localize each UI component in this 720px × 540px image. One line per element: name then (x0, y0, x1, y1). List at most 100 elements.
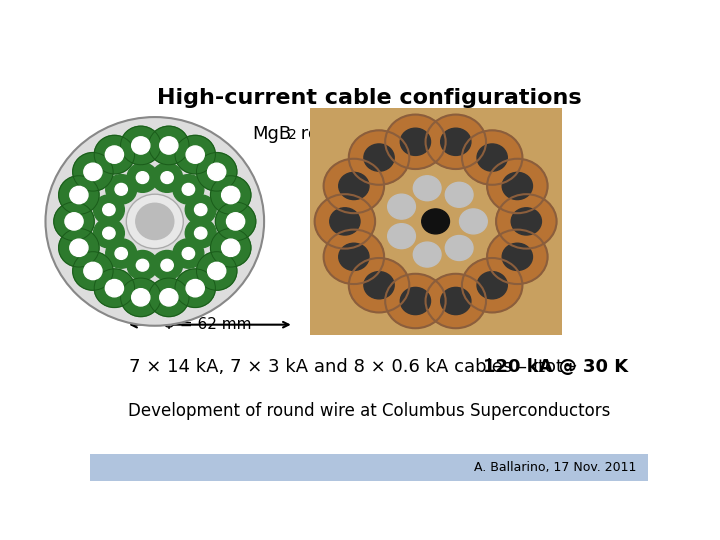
Text: 120 kA @ 30 K: 120 kA @ 30 K (483, 358, 629, 376)
Circle shape (115, 247, 127, 259)
Circle shape (94, 195, 125, 225)
Circle shape (197, 252, 237, 290)
Circle shape (84, 163, 102, 180)
Circle shape (422, 209, 449, 234)
Circle shape (210, 228, 251, 267)
Text: MgB: MgB (252, 125, 291, 143)
Circle shape (222, 186, 240, 204)
Circle shape (364, 272, 394, 299)
Circle shape (182, 184, 194, 195)
Text: 7 × 14 kA, 7 × 3 kA and 8 × 0.6 kA cables – Itot~: 7 × 14 kA, 7 × 3 kA and 8 × 0.6 kA cable… (129, 358, 578, 376)
Circle shape (103, 227, 115, 239)
Circle shape (348, 130, 409, 185)
Circle shape (161, 259, 174, 271)
Text: High-current cable configurations: High-current cable configurations (157, 87, 581, 107)
Circle shape (173, 239, 204, 268)
Circle shape (441, 128, 471, 156)
Text: round wire: round wire (295, 125, 397, 143)
Circle shape (132, 289, 150, 306)
Circle shape (152, 251, 183, 280)
Circle shape (445, 183, 473, 207)
Circle shape (441, 287, 471, 315)
Circle shape (59, 228, 99, 267)
Circle shape (387, 194, 415, 219)
FancyBboxPatch shape (90, 454, 648, 481)
Circle shape (54, 202, 94, 241)
Circle shape (185, 218, 216, 248)
Circle shape (136, 259, 148, 271)
Circle shape (387, 224, 415, 248)
Circle shape (70, 186, 88, 204)
Circle shape (84, 262, 102, 280)
Circle shape (186, 280, 204, 297)
Circle shape (338, 172, 369, 200)
Circle shape (103, 204, 115, 215)
Circle shape (207, 163, 226, 180)
Circle shape (94, 218, 125, 248)
Circle shape (413, 176, 441, 201)
Circle shape (400, 287, 431, 315)
Circle shape (487, 159, 548, 213)
Circle shape (175, 136, 215, 174)
Circle shape (210, 176, 251, 214)
Circle shape (459, 209, 487, 234)
Circle shape (106, 174, 137, 204)
Text: Φ = 62 mm: Φ = 62 mm (163, 317, 251, 332)
Circle shape (45, 117, 264, 326)
Circle shape (127, 163, 158, 192)
Circle shape (330, 208, 360, 235)
Circle shape (445, 235, 473, 260)
Circle shape (348, 258, 409, 313)
Circle shape (338, 243, 369, 271)
Circle shape (136, 172, 148, 184)
Circle shape (186, 146, 204, 163)
Circle shape (462, 130, 523, 185)
Circle shape (59, 176, 99, 214)
Circle shape (222, 239, 240, 256)
Circle shape (70, 239, 88, 256)
Circle shape (477, 272, 508, 299)
Circle shape (385, 114, 446, 169)
Circle shape (477, 144, 508, 171)
Circle shape (161, 172, 174, 184)
Circle shape (364, 144, 394, 171)
Circle shape (400, 128, 431, 156)
Circle shape (426, 114, 486, 169)
Circle shape (127, 251, 158, 280)
Circle shape (148, 126, 189, 165)
Circle shape (65, 213, 83, 230)
Circle shape (94, 269, 135, 307)
Circle shape (197, 153, 237, 191)
Circle shape (194, 204, 207, 215)
Circle shape (115, 184, 127, 195)
Circle shape (173, 174, 204, 204)
Circle shape (462, 258, 523, 313)
Circle shape (105, 280, 124, 297)
Circle shape (73, 252, 113, 290)
Text: Development of round wire at Columbus Superconductors: Development of round wire at Columbus Su… (128, 402, 610, 420)
Text: A. Ballarino, 17 Nov. 2011: A. Ballarino, 17 Nov. 2011 (474, 461, 637, 474)
Circle shape (136, 203, 174, 240)
Circle shape (503, 243, 533, 271)
Circle shape (94, 136, 135, 174)
Circle shape (126, 194, 184, 248)
Circle shape (426, 274, 486, 328)
Circle shape (160, 289, 178, 306)
Circle shape (385, 274, 446, 328)
Circle shape (511, 208, 541, 235)
Circle shape (152, 163, 183, 192)
Circle shape (194, 227, 207, 239)
Circle shape (185, 195, 216, 225)
Circle shape (132, 137, 150, 154)
Text: 2: 2 (288, 128, 297, 142)
Circle shape (227, 213, 245, 230)
Circle shape (105, 146, 124, 163)
Text: CERN: CERN (18, 515, 40, 522)
Circle shape (106, 239, 137, 268)
Circle shape (207, 262, 226, 280)
Circle shape (323, 159, 384, 213)
Circle shape (160, 137, 178, 154)
Circle shape (315, 194, 375, 248)
Circle shape (120, 278, 161, 316)
Circle shape (148, 278, 189, 316)
